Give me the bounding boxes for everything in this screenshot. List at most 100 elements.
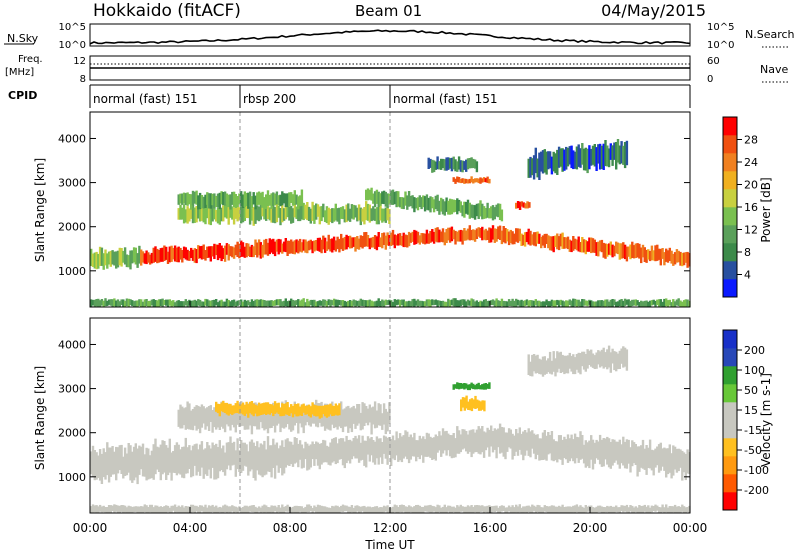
velocity-cell: [484, 383, 487, 390]
power-cell: [200, 195, 204, 209]
velocity-cell: [543, 505, 546, 512]
power-cell: [465, 201, 468, 214]
velocity-cell: [595, 439, 598, 459]
power-cell: [461, 178, 464, 183]
velocity-cell: [675, 448, 679, 473]
velocity-cell: [595, 352, 598, 369]
velocity-cell: [95, 452, 98, 480]
velocity-cell: [211, 442, 214, 468]
velocity-cell: [688, 452, 691, 474]
colorbar-segment: [723, 153, 737, 172]
power-cell: [172, 247, 175, 260]
velocity-cell: [431, 437, 434, 460]
power-cell: [263, 202, 266, 220]
power-cell: [361, 208, 364, 222]
power-cell: [441, 300, 445, 307]
power-cell: [282, 300, 286, 307]
velocity-cell: [290, 404, 293, 414]
power-cell: [284, 298, 287, 306]
velocity-cell: [147, 507, 150, 513]
velocity-cell: [577, 352, 580, 373]
colorbar-tick-label: 50: [744, 384, 758, 397]
velocity-cell: [307, 404, 311, 417]
power-cell: [188, 208, 191, 222]
velocity-cell: [166, 505, 170, 512]
power-cell: [229, 194, 232, 210]
power-cell: [575, 146, 579, 170]
velocity-cell: [352, 405, 355, 424]
power-cell: [100, 299, 104, 306]
power-cell: [202, 301, 205, 307]
power-cell: [447, 227, 450, 241]
velocity-cell: [323, 506, 327, 513]
power-cell: [511, 231, 514, 245]
velocity-cell: [388, 402, 391, 424]
velocity-cell: [240, 404, 243, 414]
velocity-cell: [570, 355, 573, 372]
velocity-cell: [281, 504, 284, 513]
power-cell: [523, 300, 527, 307]
power-cell: [220, 245, 223, 262]
freq-unit: [MHz]: [5, 67, 34, 78]
power-cell: [332, 236, 336, 251]
power-cell: [554, 235, 557, 247]
velocity-cell: [557, 505, 561, 513]
power-cell: [541, 235, 545, 246]
power-cell: [473, 230, 477, 242]
power-cell: [198, 246, 202, 259]
velocity-cell: [425, 505, 429, 512]
velocity-cell: [211, 504, 214, 512]
power-cell: [515, 298, 518, 307]
velocity-cell: [332, 438, 336, 462]
velocity-cell: [479, 385, 482, 390]
power-cell: [134, 300, 137, 307]
velocity-cell: [541, 507, 545, 513]
power-cell: [618, 243, 621, 260]
power-cell: [366, 235, 370, 247]
velocity-cell: [432, 437, 436, 459]
power-cell: [311, 299, 314, 307]
velocity-cell: [381, 442, 384, 464]
power-cell: [620, 141, 623, 164]
velocity-cell: [572, 354, 575, 375]
power-cell: [431, 229, 434, 242]
velocity-cell: [607, 345, 611, 368]
power-cell: [286, 193, 289, 208]
power-cell: [234, 204, 237, 219]
power-cell: [648, 300, 652, 307]
power-cell: [625, 140, 629, 166]
velocity-cell: [402, 435, 405, 459]
power-cell: [434, 227, 437, 242]
power-cell: [640, 300, 643, 307]
velocity-cell: [270, 505, 273, 513]
velocity-cell: [306, 443, 309, 471]
power-cell: [582, 148, 586, 171]
velocity-cell: [565, 506, 568, 513]
power-cell: [216, 302, 220, 307]
velocity-cell: [481, 426, 484, 453]
power-cell: [248, 191, 252, 207]
power-cell: [466, 158, 470, 170]
power-cell: [213, 206, 216, 220]
velocity-cell: [452, 506, 455, 512]
colorbar-segment: [723, 384, 737, 403]
power-cell: [450, 157, 454, 172]
power-cell: [470, 157, 473, 169]
velocity-cell: [243, 404, 246, 416]
power-cell: [300, 242, 304, 253]
velocity-cell: [216, 447, 220, 479]
nave-label: Nave: [760, 63, 788, 76]
velocity-cell: [491, 431, 495, 453]
velocity-cell: [474, 395, 477, 409]
power-cell: [386, 232, 389, 246]
colorbar-tick-label: 20: [744, 179, 758, 192]
power-cell: [423, 196, 427, 212]
velocity-cell: [366, 408, 370, 426]
power-cell: [316, 301, 320, 307]
power-cell: [616, 139, 620, 163]
power-cell: [288, 240, 291, 254]
velocity-cell: [170, 505, 173, 513]
velocity-cell: [468, 430, 471, 452]
velocity-cell: [506, 432, 509, 452]
